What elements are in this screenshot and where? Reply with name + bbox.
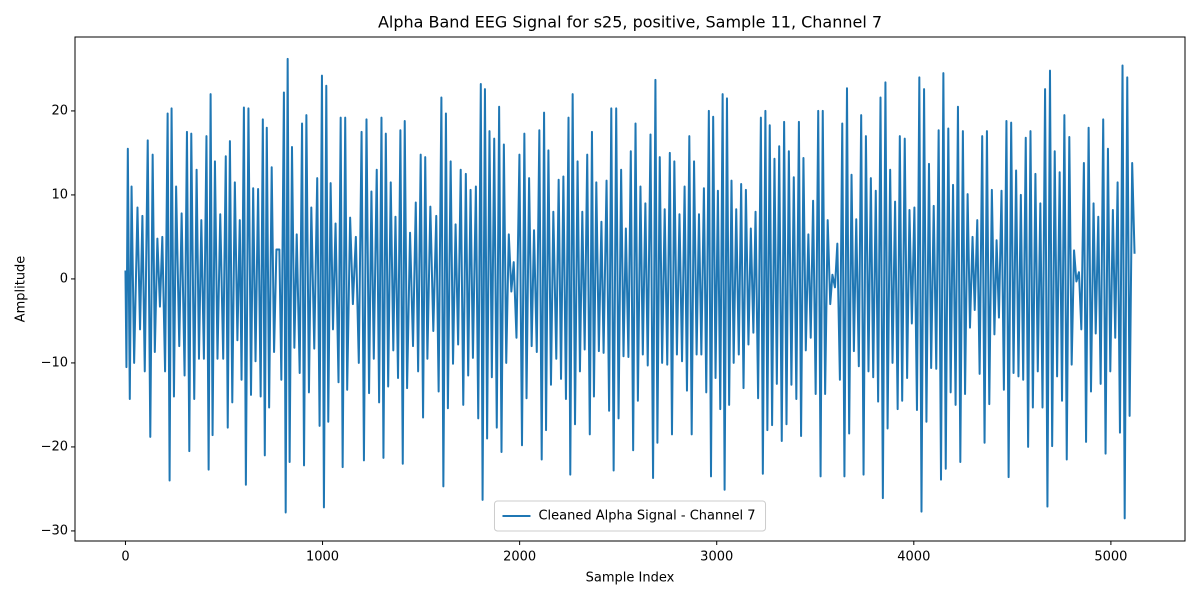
x-tick-label: 3000 — [700, 550, 733, 565]
y-tick-label: 0 — [60, 271, 68, 286]
y-axis-label: Amplitude — [14, 256, 29, 323]
chart-title: Alpha Band EEG Signal for s25, positive,… — [378, 13, 882, 32]
x-tick-label: 1000 — [306, 550, 339, 565]
plot-frame — [74, 36, 1186, 542]
y-tick-label: −30 — [41, 523, 68, 538]
x-tick-label: 5000 — [1094, 550, 1127, 565]
x-tick-label: 4000 — [897, 550, 930, 565]
x-tick-label: 0 — [121, 550, 129, 565]
data-line — [124, 57, 1136, 520]
y-tick-label: 10 — [51, 187, 68, 202]
legend-box — [493, 500, 767, 532]
legend: Cleaned Alpha Signal - Channel 7 — [493, 500, 767, 532]
x-tick-label: 2000 — [503, 550, 536, 565]
y-tick-label: −20 — [41, 439, 68, 454]
legend-label: Cleaned Alpha Signal - Channel 7 — [538, 509, 755, 524]
x-axis-label: Sample Index — [586, 571, 675, 586]
y-tick-label: 20 — [51, 103, 68, 118]
y-tick-label: −10 — [41, 355, 68, 370]
